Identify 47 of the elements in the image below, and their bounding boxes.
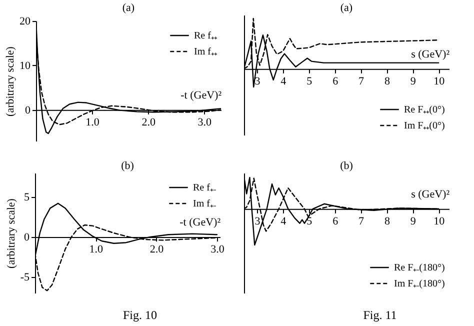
x-tick-label: 3.0 [210,244,225,256]
chart-title: (b) [121,160,134,172]
legend-label: Im f₊₊ [194,46,218,58]
caption: Fig. 10 [122,308,158,323]
x-tick-label: 6 [332,75,339,88]
y-axis-title: (arbitrary scale) [5,198,18,268]
x-tick-label: 4 [280,75,287,88]
x-tick-label: 1.0 [86,116,100,128]
x-tick-label: 9 [410,215,416,228]
x-tick-label: 7 [358,215,365,228]
x-tick-label: 2.0 [150,244,164,256]
x-axis-title: -t (GeV)² [180,89,222,102]
x-tick-label: 3 [254,215,261,228]
x-tick-label: 2.0 [142,116,156,128]
y-tick-label: 10 [20,60,31,72]
y-tick-label: 20 [20,16,31,28]
x-tick-label: 5 [306,75,313,88]
x-tick-label: 8 [384,215,390,228]
x-tick-label: 1.0 [89,244,104,256]
legend-label: Re F₊₋(180°) [394,262,445,274]
y-axis-title: (arbitrary scale) [4,46,16,116]
legend-label: Im F₊₊(0°) [404,120,445,132]
x-tick-label: 8 [384,75,390,88]
y-tick-label: -5 [20,272,30,284]
x-tick-label: 6 [332,215,339,228]
legend-label: Re f₊₋ [193,182,217,194]
y-tick-label: 0 [24,232,30,244]
x-tick-label: 7 [358,75,365,88]
x-tick-label: 3 [254,75,261,88]
x-tick-label: 4 [280,215,287,228]
chart-title: (a) [340,2,353,14]
caption: Fig. 11 [362,308,398,323]
legend-label: Im F₊₋(180°) [394,278,445,290]
x-tick-label: 3.0 [198,116,212,128]
x-tick-label: 10 [434,215,446,228]
x-tick-label: 9 [410,75,416,88]
x-axis-title: -t (GeV)² [180,216,222,228]
legend-label: Re f₊₊ [194,30,218,42]
x-axis-title: s (GeV)² [411,48,450,60]
chart-title: (b) [340,160,354,172]
y-tick-label: 0 [25,104,31,116]
x-tick-label: 10 [434,75,446,88]
legend-label: Re F₊₊(0°) [404,104,445,116]
chart-title: (a) [122,2,135,14]
legend-label: Im f₊₋ [193,198,217,210]
y-tick-label: 5 [24,192,30,204]
x-axis-title: s (GeV)² [411,188,450,200]
